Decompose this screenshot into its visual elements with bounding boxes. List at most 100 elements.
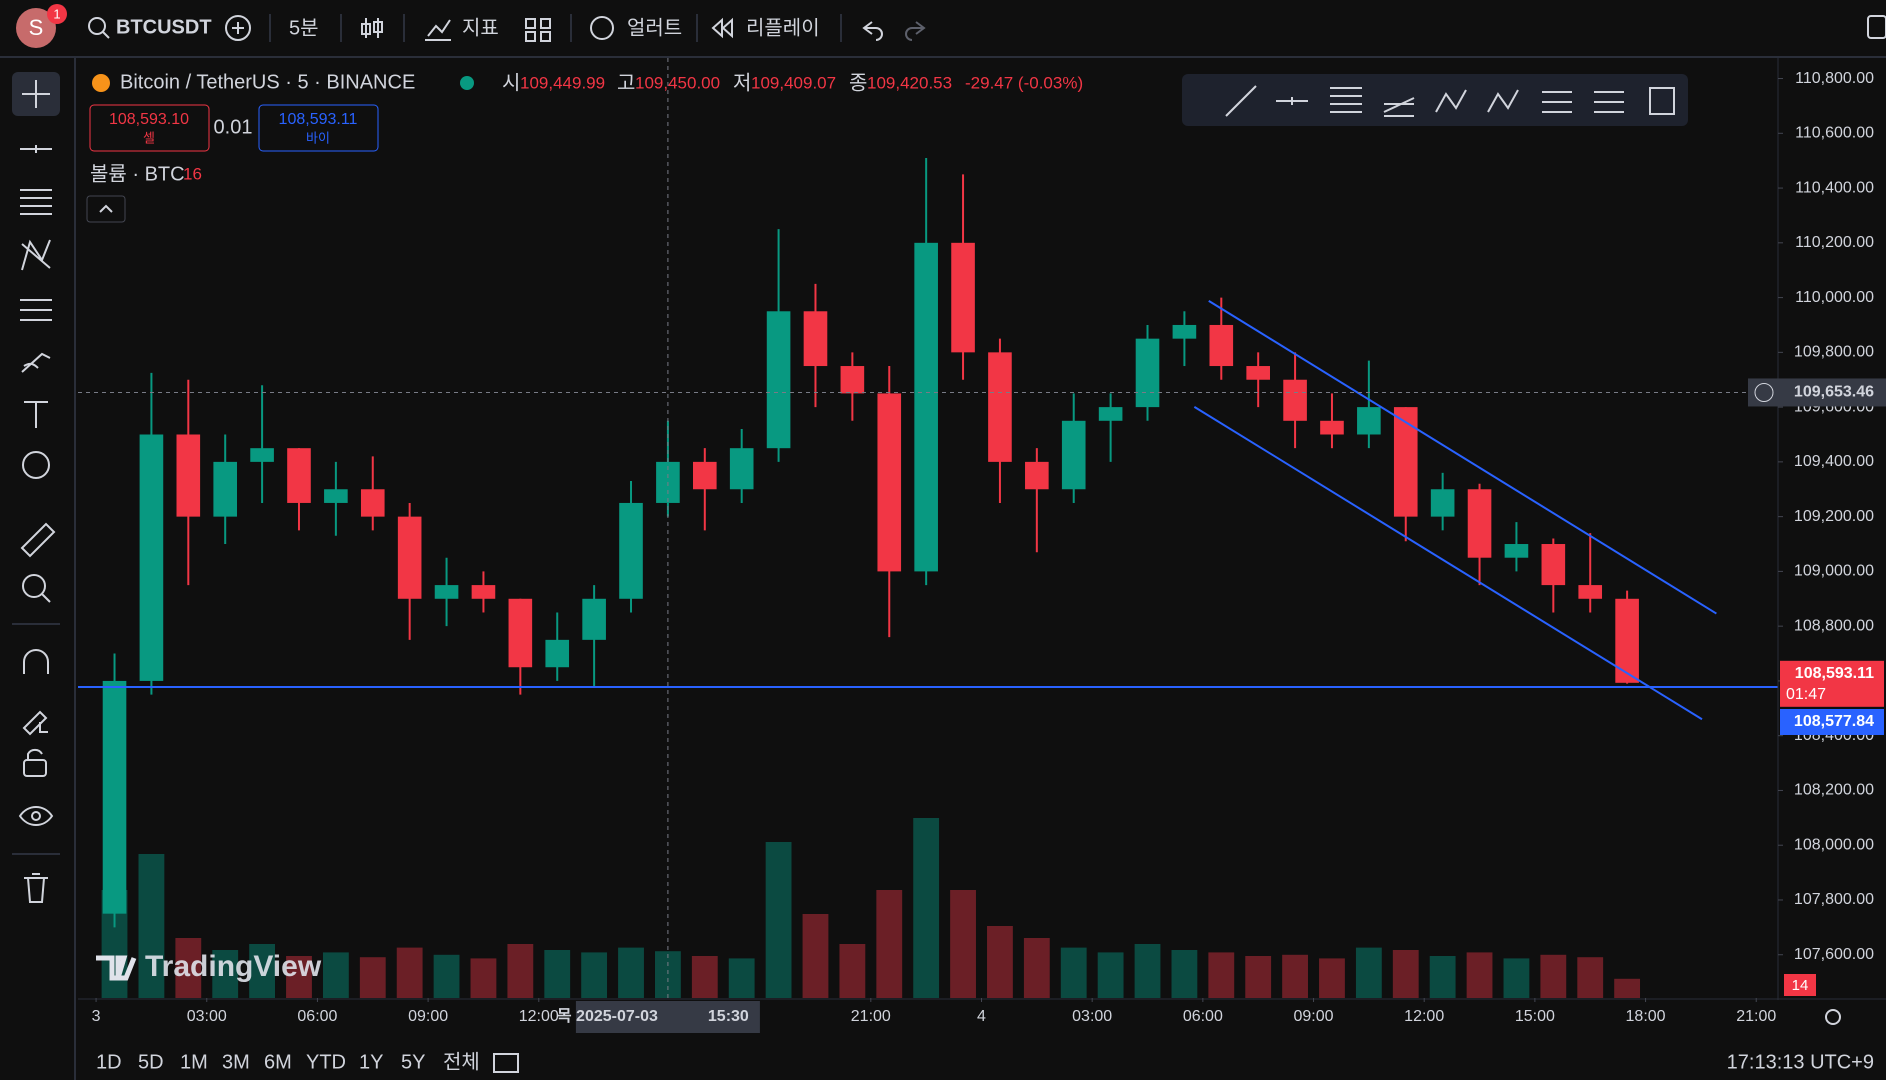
x-tick-label: 09:00 (408, 1008, 448, 1025)
price-axis-labels: 107,600.00 107,800.00 108,000.00 108,200.00… (1778, 70, 1874, 963)
price-axis (1778, 58, 1886, 1000)
volume-bar (1208, 952, 1235, 998)
add-symbol-icon (232, 22, 244, 34)
x-tick-label: 15:00 (1515, 1008, 1555, 1025)
range-button[interactable]: 전체 (443, 1050, 480, 1073)
volume-label: 14 (1792, 977, 1809, 994)
add-symbol[interactable] (225, 15, 251, 41)
range-button[interactable]: 5Y (401, 1051, 425, 1073)
panel-icon[interactable] (1867, 15, 1886, 39)
low-label: 저 (733, 71, 751, 94)
change-value: -29.47 (-0.03%) (965, 73, 1083, 92)
top-bar (0, 0, 1886, 56)
settings-icon[interactable] (1825, 1009, 1841, 1025)
volume-bar (212, 950, 239, 998)
candle-body (1357, 407, 1381, 435)
x-tick-label: 18:00 (1626, 1008, 1666, 1025)
high-label: 고 (617, 72, 635, 94)
candle-body (766, 311, 791, 449)
x-tick-label: 03:00 (187, 1008, 227, 1025)
crosshair-x-time: 15:30 (708, 1008, 749, 1025)
y-tick-label: 107,800.00 (1794, 891, 1874, 908)
close-value: 109,420.53 (867, 73, 952, 92)
interval[interactable]: 5분 (289, 17, 319, 39)
volume-bar (507, 944, 534, 998)
x-tick-label: 21:00 (1736, 1008, 1776, 1025)
buy-price: 108,593.11 (279, 111, 358, 128)
top-separators (269, 14, 842, 42)
range-button[interactable]: YTD (306, 1051, 346, 1073)
price-label-box (1780, 708, 1884, 735)
crosshair-y-label: 109,653.46 (1794, 384, 1874, 401)
y-tick-label: 110,400.00 (1795, 179, 1874, 196)
volume-bar (1429, 956, 1456, 998)
volume-bar (839, 944, 866, 998)
volume-bar (876, 890, 903, 998)
x-tick-label: 06:00 (297, 1008, 337, 1025)
layouts-icon[interactable] (525, 18, 551, 42)
volume-title: 볼륨 · BTC (90, 162, 185, 185)
toolbar-icons[interactable] (18, 80, 56, 903)
y-tick-label: 109,000.00 (1794, 563, 1874, 580)
buy-button[interactable] (258, 104, 379, 152)
open-value: 109,449.99 (520, 73, 605, 92)
volume-bar (802, 914, 829, 998)
candle-body (1172, 324, 1197, 339)
volume-bar (359, 957, 386, 998)
avatar[interactable] (16, 8, 56, 48)
candle-body (213, 461, 238, 517)
replay[interactable]: 리플레이 (746, 16, 820, 39)
y-tick-label: 107,600.00 (1794, 946, 1874, 963)
candle-body (1209, 324, 1234, 367)
candle-body (1135, 338, 1160, 408)
redo[interactable] (905, 21, 926, 41)
candle-body (139, 434, 164, 681)
volume-bar (544, 950, 571, 998)
volume-bar (1466, 952, 1493, 998)
watermark-logo (96, 955, 137, 981)
volume-bar (1392, 950, 1419, 998)
x-tick-label: 09:00 (1294, 1008, 1334, 1025)
candle-body (471, 585, 496, 599)
collapse-button[interactable] (86, 195, 126, 223)
volume-bar (396, 947, 423, 998)
volume-bar (138, 854, 165, 998)
y-tick-label: 109,400.00 (1794, 453, 1874, 470)
volume-bar (1134, 944, 1161, 998)
alert[interactable]: 얼러트 (627, 16, 682, 39)
drawing-toolbar-icons[interactable] (1225, 85, 1675, 117)
price-countdown: 01:47 (1786, 686, 1826, 703)
range-button[interactable]: 6M (264, 1051, 292, 1073)
crosshair-y-box (1748, 378, 1886, 407)
volume-bar (175, 938, 202, 998)
crosshair-add[interactable] (1754, 382, 1774, 402)
buy-label: 바이 (306, 130, 330, 145)
range-button[interactable]: 1Y (359, 1051, 383, 1073)
x-tick-label: 21:00 (851, 1008, 891, 1025)
range-button[interactable]: 3M (222, 1051, 250, 1073)
volume-bar (1282, 954, 1308, 998)
range-button[interactable]: 1D (96, 1051, 122, 1073)
spread: 0.01 (214, 116, 253, 138)
chart-type-icon[interactable] (361, 18, 383, 38)
volume-bar (765, 842, 792, 998)
range-button[interactable]: 1M (180, 1051, 208, 1073)
symbol[interactable]: BTCUSDT (116, 16, 212, 38)
y-tick-label: 110,000.00 (1795, 289, 1874, 306)
candle-body (1320, 420, 1344, 435)
price-label: 108,593.11 (1795, 665, 1874, 682)
undo[interactable] (862, 21, 883, 41)
sell-button[interactable] (89, 104, 210, 152)
indicators-icon (425, 19, 451, 41)
legend-title[interactable]: Bitcoin / TetherUS · 5 · BINANCE (120, 71, 415, 93)
candle-body (619, 502, 643, 599)
x-tick-label: 06:00 (1183, 1008, 1223, 1025)
goto-date[interactable] (493, 1053, 519, 1073)
left-toolbar (0, 58, 74, 1080)
indicators[interactable]: 지표 (462, 16, 499, 39)
drawing-toolbar (1182, 74, 1688, 126)
range-button[interactable]: 5D (138, 1051, 164, 1073)
candle-body (102, 680, 127, 914)
candle-body (1283, 379, 1307, 421)
